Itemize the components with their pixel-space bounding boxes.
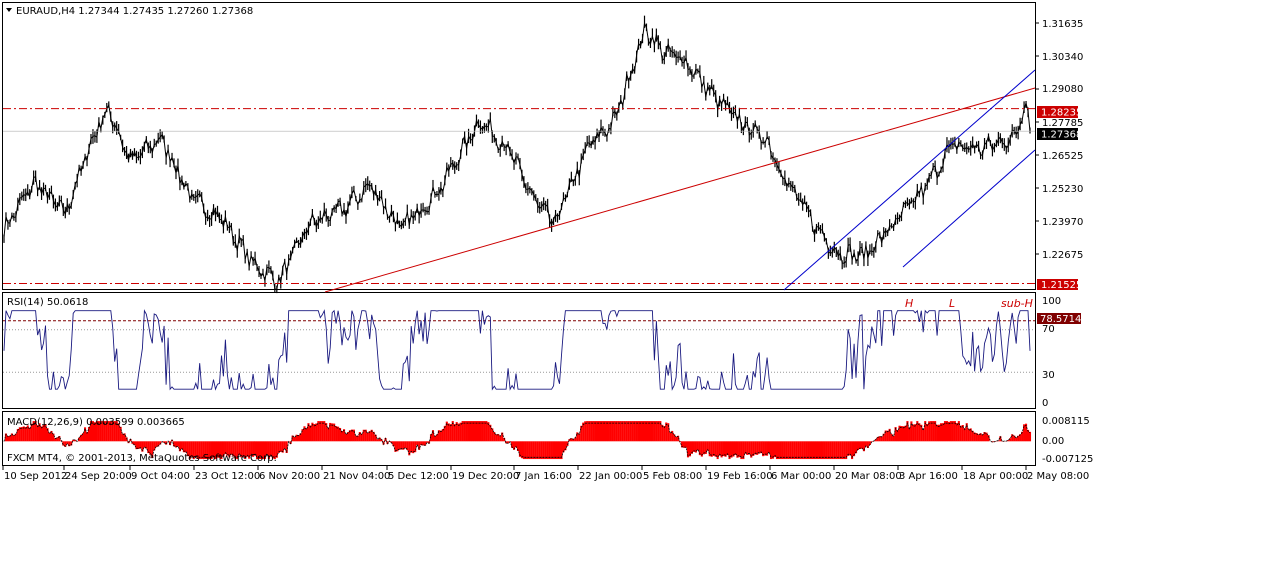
price-axis: 1.31635 1.30340 1.29080 1.27785 1.26525 … [1042, 19, 1083, 261]
price-axis-label: 1.22675 [1042, 250, 1083, 261]
price-axis-label: 1.23970 [1042, 217, 1083, 228]
rsi-annotations: H L sub-H [905, 297, 1033, 310]
macd-header: MACD(12,26,9) 0.003599 0.003665 [7, 417, 185, 428]
time-axis-label: 19 Dec 20:00 [452, 471, 519, 482]
rsi-axis-label: 100 [1042, 296, 1061, 307]
price-axis-label: 1.31635 [1042, 19, 1083, 30]
rsi-series-layer [3, 309, 1035, 391]
time-axis-label: 22 Jan 00:00 [579, 471, 642, 482]
rsi-annotation-l: L [949, 297, 955, 310]
price-axis-label: 1.30340 [1042, 52, 1083, 63]
rsi-header: RSI(14) 50.0618 [7, 297, 88, 308]
time-axis-label: 3 Apr 16:00 [899, 471, 958, 482]
price-series-layer [3, 15, 1036, 294]
time-axis-label: 5 Feb 08:00 [643, 471, 702, 482]
macd-axis: 0.008115 0.00 -0.007125 [1042, 416, 1093, 465]
time-axis-label: 24 Sep 20:00 [65, 471, 132, 482]
rsi-line [3, 309, 1031, 391]
channel-lower-line[interactable] [902, 149, 1036, 268]
rsi-level-tag: 78.57143 [1037, 313, 1088, 325]
macd-signal-line [3, 421, 1031, 459]
time-axis-label: 20 Mar 08:00 [835, 471, 902, 482]
price-tag-label: 1.21525 [1041, 280, 1082, 291]
price-tag-current: 1.27368 [1037, 128, 1082, 141]
rsi-axis: 100 70 30 0 [1042, 296, 1061, 409]
time-axis-label: 7 Jan 16:00 [515, 471, 572, 482]
channel-upper-line[interactable] [783, 69, 1036, 291]
price-axis-label: 1.25230 [1042, 184, 1083, 195]
price-tag-label: 1.28235 [1041, 108, 1082, 119]
macd-axis-label: -0.007125 [1042, 454, 1093, 465]
time-axis-label: 2 May 08:00 [1027, 471, 1089, 482]
time-axis-label: 6 Nov 20:00 [259, 471, 320, 482]
price-axis-ticks [1035, 22, 1039, 255]
price-axis-label: 1.29080 [1042, 84, 1083, 95]
time-axis-label: 21 Nov 04:00 [323, 471, 390, 482]
rsi-axis-label: 30 [1042, 370, 1055, 381]
time-axis-label: 19 Feb 16:00 [707, 471, 773, 482]
time-axis-label: 10 Sep 2012 [4, 471, 67, 482]
main-chart-panel[interactable] [2, 2, 1036, 290]
price-tag-level-high: 1.28235 [1037, 106, 1082, 119]
macd-axis-label: 0.008115 [1042, 416, 1090, 427]
rsi-annotation-sub-h: sub-H [1001, 297, 1033, 310]
rsi-axis-label: 0 [1042, 398, 1048, 409]
macd-axis-label: 0.00 [1042, 436, 1064, 447]
time-axis-label: 23 Oct 12:00 [195, 471, 260, 482]
price-tag-level-low: 1.21525 [1037, 279, 1082, 291]
time-axis-label: 5 Dec 12:00 [388, 471, 449, 482]
price-axis-label: 1.26525 [1042, 151, 1083, 162]
time-axis-label: 9 Oct 04:00 [131, 471, 190, 482]
price-tag-label: 1.27368 [1041, 130, 1082, 141]
rsi-annotation-h: H [905, 297, 913, 310]
price-close-line [3, 21, 1031, 291]
copyright-text: FXCM MT4, © 2001-2013, MetaQuotes Softwa… [7, 453, 277, 464]
rsi-level-tag-label: 78.57143 [1040, 314, 1088, 325]
triangle-down-icon[interactable] [6, 8, 12, 12]
trendline-red[interactable] [324, 87, 1036, 293]
price-axis-label: 1.27785 [1042, 118, 1083, 129]
time-axis-label: 6 Mar 00:00 [771, 471, 831, 482]
symbol-header: EURAUD,H4 1.27344 1.27435 1.27260 1.2736… [16, 6, 253, 17]
rsi-panel[interactable] [2, 292, 1036, 409]
rsi-axis-label: 70 [1042, 324, 1055, 335]
time-axis-label: 18 Apr 00:00 [963, 471, 1028, 482]
macd-series-layer [2, 421, 1032, 460]
